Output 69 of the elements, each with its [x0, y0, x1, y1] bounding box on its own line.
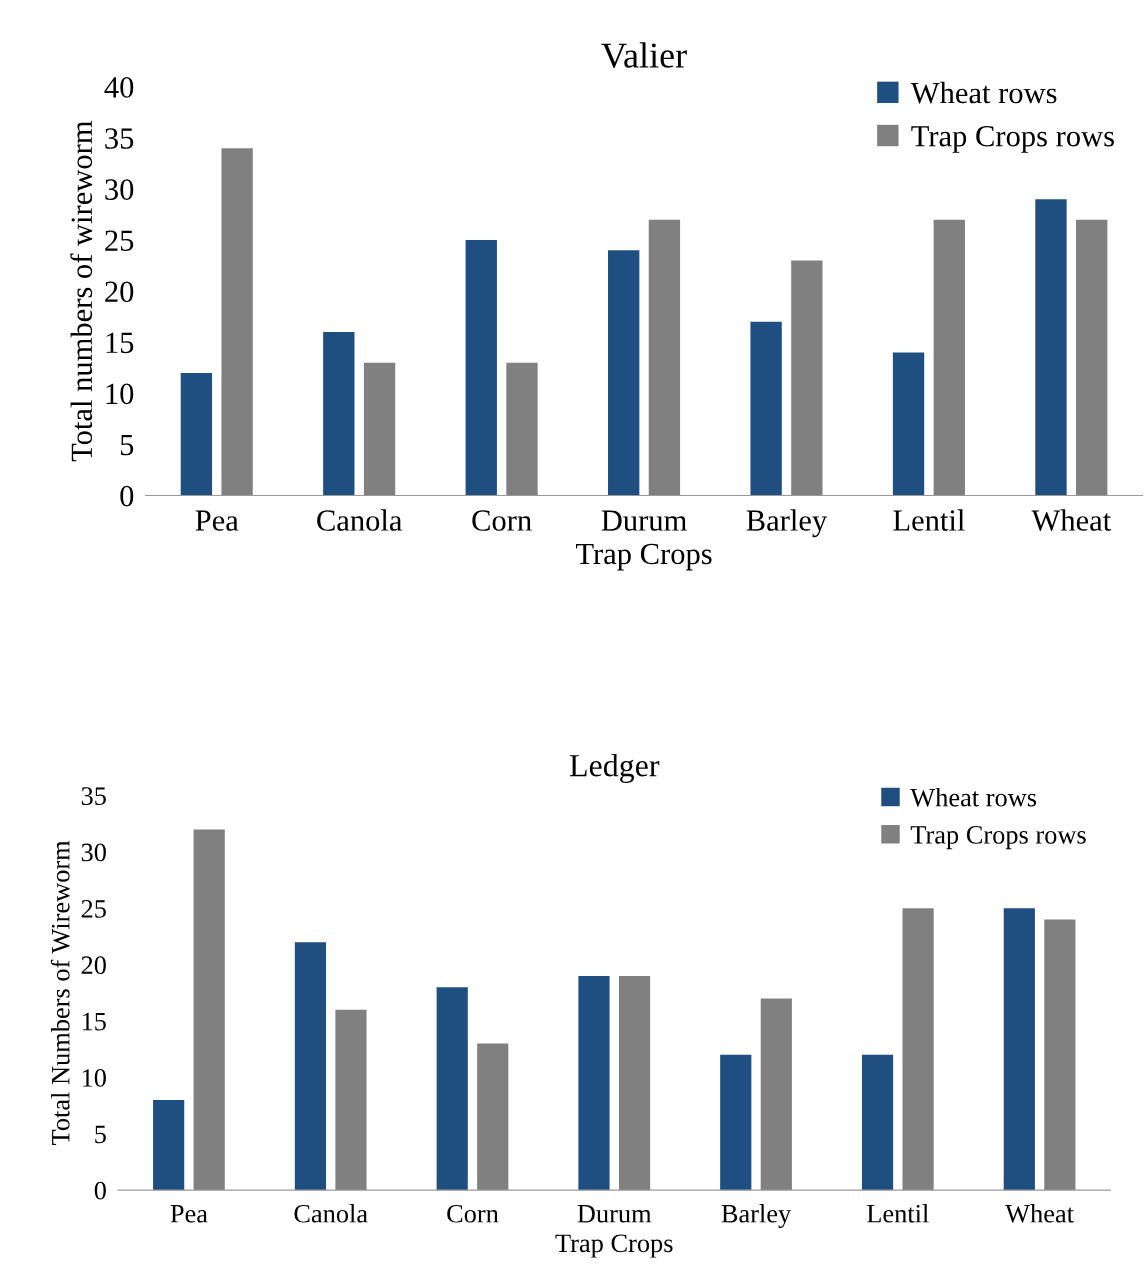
y-tick-label: 40 [104, 77, 134, 98]
y-tick-label: 30 [105, 179, 134, 200]
bar [608, 250, 640, 496]
bar [750, 321, 782, 496]
y-axis-title: Total numbers of wireworm [70, 120, 93, 462]
y-tick-label: 5 [120, 434, 134, 456]
bar [153, 1099, 185, 1191]
legend-label: Trap Crops rows [910, 826, 1086, 850]
bar [477, 1043, 509, 1191]
x-tick-label: Pea [170, 1205, 208, 1223]
x-tick-label: Durum [601, 510, 687, 531]
y-axis-title: Total Numbers of Wireworm [50, 840, 70, 1145]
y-tick-label: 35 [81, 787, 106, 805]
x-tick-label: Durum [577, 1205, 652, 1223]
legend-label: Wheat rows [910, 787, 1037, 807]
bar [221, 148, 253, 496]
x-axis-title: Trap Crops [575, 543, 712, 571]
bar [335, 1009, 367, 1191]
y-tick-label: 0 [94, 1181, 106, 1200]
x-tick-label: Wheat [1005, 1204, 1074, 1223]
bar [902, 908, 934, 1191]
y-tick-label: 10 [82, 1069, 106, 1087]
y-tick-label: 20 [81, 956, 106, 975]
x-tick-label: Wheat [1031, 509, 1112, 532]
x-tick-label: Barley [746, 509, 828, 538]
x-tick-label: Canola [317, 509, 403, 531]
y-tick-label: 35 [105, 128, 134, 149]
x-tick-label: Barley [721, 1204, 792, 1229]
bar [933, 219, 965, 496]
bar [180, 372, 213, 496]
bar [861, 1054, 894, 1191]
bar [648, 219, 681, 496]
y-tick-label: 25 [105, 230, 134, 251]
bar [578, 975, 610, 1191]
x-axis-title: Trap Crops [555, 1234, 673, 1258]
bar [1044, 919, 1076, 1191]
x-tick-label: Corn [447, 1204, 499, 1223]
y-tick-label: 20 [105, 281, 134, 303]
bar [760, 998, 792, 1191]
bar [1076, 219, 1108, 496]
bar [294, 942, 327, 1191]
bar [791, 260, 823, 496]
bar [323, 332, 355, 496]
y-tick-label: 25 [81, 899, 106, 918]
bar [506, 362, 538, 496]
y-tick-label: 30 [81, 843, 106, 862]
bar [193, 829, 225, 1191]
x-tick-label: Pea [195, 510, 239, 531]
bar [720, 1054, 752, 1191]
x-tick-label: Lentil [867, 1204, 929, 1223]
y-tick-label: 15 [82, 1012, 106, 1031]
y-tick-label: 15 [106, 332, 134, 354]
legend-label: Trap Crops rows [911, 125, 1114, 153]
bar [892, 352, 925, 496]
legend-label: Wheat rows [910, 81, 1057, 104]
bar [465, 240, 497, 496]
chart-title: Valier [601, 42, 687, 68]
x-tick-label: Lentil [893, 509, 965, 531]
bar [1035, 199, 1067, 496]
bar [436, 987, 468, 1191]
bar [1003, 908, 1035, 1191]
bar [363, 362, 396, 496]
bar [618, 975, 651, 1191]
y-tick-label: 10 [106, 383, 134, 405]
y-tick-label: 0 [120, 485, 134, 507]
y-tick-label: 5 [95, 1125, 106, 1144]
x-tick-label: Canola [294, 1204, 368, 1223]
chart-title: Ledger [569, 753, 660, 784]
x-tick-label: Corn [472, 510, 532, 531]
